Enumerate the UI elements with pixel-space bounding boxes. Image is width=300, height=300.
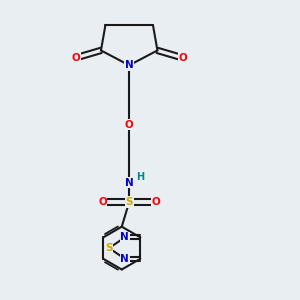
Text: S: S	[125, 197, 133, 207]
Text: N: N	[125, 178, 134, 188]
Text: H: H	[136, 172, 145, 182]
Text: O: O	[125, 120, 134, 130]
Text: N: N	[121, 254, 129, 264]
Text: N: N	[121, 232, 129, 242]
Text: O: O	[71, 53, 80, 63]
Text: N: N	[125, 60, 134, 70]
Text: S: S	[105, 243, 113, 253]
Text: O: O	[178, 53, 187, 63]
Text: O: O	[152, 197, 160, 207]
Text: O: O	[98, 197, 107, 207]
